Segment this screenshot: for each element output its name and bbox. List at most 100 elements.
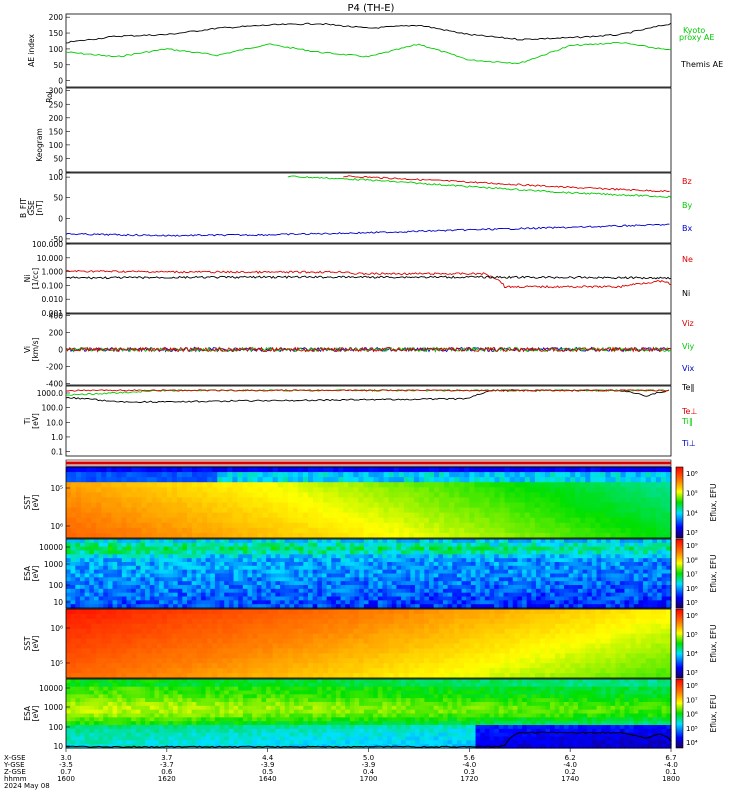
spectrogram-cell <box>107 558 114 563</box>
spectrogram-cell <box>280 600 286 605</box>
spectrogram-cell <box>116 658 123 664</box>
spectrogram-cell <box>96 492 102 499</box>
spectrogram-cell <box>140 550 146 555</box>
spectrogram-cell <box>91 507 97 514</box>
spectrogram-cell <box>480 565 486 571</box>
spectrogram-cell <box>202 527 208 534</box>
spectrogram-cell <box>580 497 586 504</box>
spectrogram-cell <box>378 472 385 478</box>
spectrogram-cell <box>131 497 138 504</box>
spectrogram-cell <box>550 502 556 509</box>
spectrogram-cell <box>317 573 323 578</box>
spectrogram-cell <box>308 618 314 625</box>
spectrogram-cell <box>227 472 233 478</box>
colorbar-tick-label: 10³ <box>686 529 698 537</box>
spectrogram-cell <box>353 668 360 674</box>
y-axis-label: Vi <box>23 346 32 353</box>
spectrogram-cell <box>261 592 267 598</box>
spectrogram-cell <box>272 663 279 669</box>
spectrogram-cell <box>86 663 92 669</box>
spectrogram-cell <box>302 497 309 504</box>
spectrogram-cell <box>494 554 500 559</box>
spectrogram-cell <box>163 588 169 594</box>
spectrogram-cell <box>479 477 486 483</box>
spectrogram-cell <box>405 542 411 548</box>
spectrogram-cell <box>103 577 109 582</box>
spectrogram-cell <box>555 517 561 524</box>
spectrogram-cell <box>410 592 416 598</box>
spectrogram-cell <box>75 542 81 548</box>
spectrogram-cell <box>176 527 183 534</box>
spectrogram-cell <box>544 507 551 514</box>
spectrogram-cell <box>107 604 114 609</box>
spectrogram-cell <box>619 550 626 555</box>
spectrogram-cell <box>121 623 128 630</box>
spectrogram-cell <box>504 492 511 499</box>
spectrogram-cell <box>107 539 114 544</box>
spectrogram-cell <box>214 562 221 567</box>
spectrogram-cell <box>86 673 92 679</box>
spectrogram-cell <box>275 581 281 586</box>
spectrogram-cell <box>638 562 644 567</box>
spectrogram-cell <box>161 497 168 504</box>
spectrogram-cell <box>131 658 138 664</box>
spectrogram-cell <box>554 592 560 598</box>
spectrogram-cell <box>256 604 263 609</box>
spectrogram-cell <box>275 592 281 598</box>
spectrogram-cell <box>267 673 274 679</box>
spectrogram-cell <box>272 502 279 509</box>
spectrogram-cell <box>81 482 87 488</box>
spectrogram-cell <box>289 546 295 552</box>
spectrogram-cell <box>136 477 143 483</box>
spectrogram-cell <box>605 517 612 524</box>
spectrogram-cell <box>529 512 536 519</box>
spectrogram-cell <box>154 542 160 548</box>
spectrogram-cell <box>303 542 309 548</box>
spectrogram-cell <box>282 673 289 679</box>
spectrogram-cell <box>601 539 607 544</box>
spectrogram-cell <box>262 477 269 483</box>
spectrogram-cell <box>111 487 118 493</box>
spectrogram-cell <box>156 482 163 488</box>
spectrogram-cell <box>262 482 269 488</box>
spectrogram-cell <box>363 472 370 478</box>
spectrogram-cell <box>333 497 339 504</box>
spectrogram-cell <box>135 565 142 571</box>
spectrogram-cell <box>270 569 277 575</box>
spectrogram-cell <box>297 633 304 640</box>
spectrogram-cell <box>275 562 281 567</box>
spectrogram-cell <box>145 554 151 559</box>
spectrogram-cell <box>449 512 455 519</box>
spectrogram-cell <box>629 592 635 598</box>
spectrogram-cell <box>217 628 223 635</box>
spectrogram-cell <box>238 558 244 563</box>
spectrogram-cell <box>590 517 596 524</box>
spectrogram-cell <box>429 532 435 539</box>
spectrogram-cell <box>212 628 218 635</box>
spectrogram-cell <box>280 546 286 552</box>
spectrogram-cell <box>84 546 90 552</box>
spectrogram-cell <box>529 492 536 499</box>
spectrogram-cell <box>645 472 652 478</box>
spectrogram-cell <box>151 507 158 514</box>
y-tick-label: 0.1 <box>51 448 63 457</box>
spectrogram-cell <box>559 588 565 594</box>
legend-temperature-3: Ti⊥ <box>681 439 696 448</box>
spectrogram-cell <box>266 588 272 594</box>
spectrogram-cell <box>419 550 425 555</box>
spectrogram-cell <box>262 668 269 674</box>
spectrogram-cell <box>645 512 652 519</box>
spectrogram-cell <box>540 604 546 609</box>
spectrogram-cell <box>287 609 294 615</box>
spectrogram-cell <box>333 658 339 664</box>
spectrogram-cell <box>601 542 607 548</box>
spectrogram-cell <box>117 592 123 598</box>
spectrogram-cell <box>540 577 546 582</box>
spectrogram-cell <box>252 573 258 578</box>
spectrogram-cell <box>429 522 435 529</box>
spectrogram-cell <box>469 522 475 529</box>
spectrogram-cell <box>665 522 672 529</box>
spectrogram-cell <box>615 554 621 559</box>
spectrogram-cell <box>340 539 346 544</box>
spectrogram-cell <box>228 596 235 601</box>
